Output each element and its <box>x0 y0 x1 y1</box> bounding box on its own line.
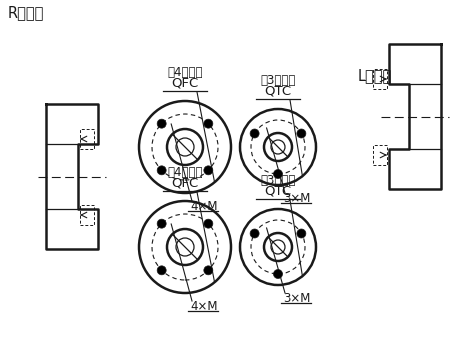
Text: （3カ所）: （3カ所） <box>260 74 295 87</box>
Circle shape <box>296 229 305 238</box>
Text: 3×M: 3×M <box>282 292 310 305</box>
Circle shape <box>203 166 212 175</box>
Text: （3カ所）: （3カ所） <box>260 174 295 187</box>
Text: 4×M: 4×M <box>189 300 217 313</box>
Circle shape <box>249 229 258 238</box>
Circle shape <box>273 170 282 178</box>
Circle shape <box>203 119 212 128</box>
Circle shape <box>273 270 282 278</box>
Text: 4×M: 4×M <box>189 200 217 213</box>
Circle shape <box>249 129 258 138</box>
Circle shape <box>157 266 166 275</box>
Text: QTC: QTC <box>264 85 291 98</box>
Circle shape <box>157 166 166 175</box>
Text: L側指定: L側指定 <box>357 68 391 83</box>
Text: （4カ所）: （4カ所） <box>167 66 202 79</box>
Text: （4カ所）: （4カ所） <box>167 166 202 179</box>
Text: QFC: QFC <box>171 177 198 190</box>
Text: 3×M: 3×M <box>282 192 310 205</box>
Text: QFC: QFC <box>171 77 198 90</box>
Circle shape <box>157 119 166 128</box>
Text: QTC: QTC <box>264 185 291 198</box>
Text: R側指定: R側指定 <box>8 5 44 20</box>
Circle shape <box>296 129 305 138</box>
Circle shape <box>157 219 166 228</box>
Circle shape <box>203 266 212 275</box>
Circle shape <box>203 219 212 228</box>
